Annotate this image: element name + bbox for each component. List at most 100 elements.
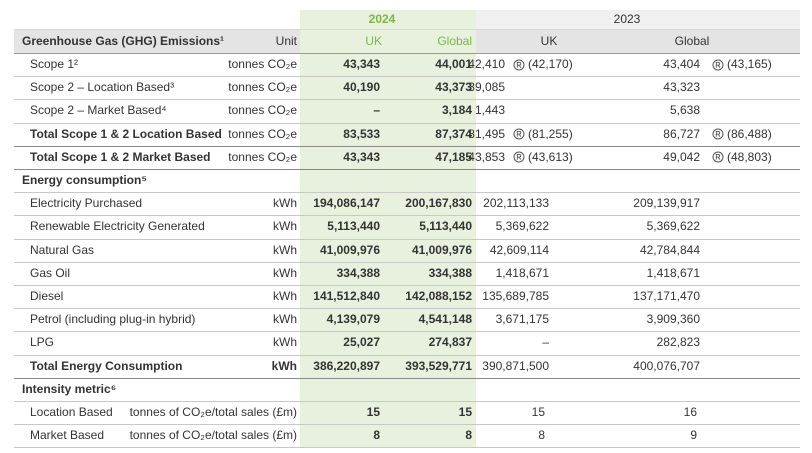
value: 3,671,175 (495, 312, 549, 327)
column-header: UK (365, 34, 382, 48)
row-line (14, 145, 800, 147)
value: 43,343 (343, 149, 380, 164)
value: 5,638 (669, 103, 700, 118)
value: 8 (538, 428, 545, 443)
row-line (14, 76, 800, 78)
value: 137,171,470 (633, 289, 700, 303)
row-label: Electricity Purchased (30, 196, 143, 211)
value: 41,009,976 (411, 242, 472, 257)
value: 40,190 (343, 80, 380, 95)
value: 1,443 (474, 103, 505, 118)
value: 274,837 (428, 335, 472, 350)
value: 15 (366, 405, 380, 419)
header-bg (14, 29, 300, 53)
value: 87,374 (435, 126, 472, 141)
row-line (14, 285, 800, 286)
value: 5,369,622 (495, 219, 549, 234)
value: 282,823 (656, 335, 700, 350)
value: 334,388 (336, 265, 380, 280)
column-header: Global (437, 34, 472, 48)
row-label: Diesel (30, 289, 64, 303)
row-label: Total Scope 1 & 2 Market Based (30, 149, 211, 164)
restated-icon (513, 59, 525, 71)
row-unit: tonnes CO₂e (228, 57, 297, 71)
row-unit: kWh (273, 196, 297, 211)
value: 1,418,671 (495, 265, 549, 280)
row-line (14, 331, 800, 333)
row-line (14, 238, 800, 240)
column-header: Unit (275, 34, 297, 48)
row-line (14, 377, 800, 379)
row-label: Petrol (including plug-in hybrid) (30, 312, 196, 327)
restated-icon (712, 59, 724, 71)
value: 43,343 (343, 57, 380, 71)
row-label: Scope 2 – Market Based⁴ (30, 103, 167, 118)
row-label: Location Based (30, 405, 113, 419)
value: 8 (373, 428, 380, 443)
section-title: Intensity metric⁶ (22, 381, 117, 396)
year-header: 2024 (368, 12, 396, 26)
value: 393,529,771 (405, 358, 472, 373)
row-line (14, 122, 800, 124)
value: 42,784,844 (639, 242, 700, 257)
row-label: Market Based (30, 428, 105, 443)
row-line (14, 354, 800, 356)
column-header: Global (674, 34, 710, 48)
restated-value: (48,803) (727, 149, 772, 164)
row-label: Scope 1² (30, 57, 79, 71)
restated-icon (712, 128, 724, 140)
row-unit: kWh (273, 335, 297, 350)
restated-value: (81,255) (528, 126, 573, 141)
value: 1,418,671 (646, 265, 700, 280)
value: 202,113,133 (483, 196, 549, 211)
row-line (14, 192, 800, 194)
row-unit: tonnes of CO₂e/total sales (£m) (129, 405, 297, 419)
restated-icon (712, 151, 724, 163)
row-unit: kWh (273, 242, 297, 257)
value: 9 (690, 428, 697, 443)
value: 83,533 (343, 126, 380, 141)
row-line (14, 53, 800, 54)
value: 8 (465, 428, 472, 443)
year-header: 2023 (613, 12, 641, 26)
green-column-bg (300, 10, 476, 447)
value: 44,001 (435, 57, 472, 71)
row-unit: tonnes of CO₂e/total sales (£m) (129, 428, 297, 443)
row-unit: kWh (271, 358, 297, 373)
value: 81,495 (468, 126, 505, 141)
value: 3,184 (441, 103, 472, 118)
row-unit: kWh (273, 219, 297, 234)
restated-value: (43,165) (727, 57, 772, 71)
row-line (14, 447, 800, 449)
restated-icon (513, 128, 525, 140)
value: 135,689,785 (482, 289, 549, 303)
value: 4,139,079 (326, 312, 380, 327)
value: 16 (683, 405, 697, 419)
value: 15 (458, 405, 472, 419)
value: 141,512,840 (313, 289, 380, 303)
value: 41,009,976 (319, 242, 380, 257)
header-bg-2023 (476, 10, 800, 29)
row-line (14, 215, 800, 217)
value: – (373, 103, 380, 118)
value: 39,085 (468, 80, 505, 95)
header-bg (476, 29, 800, 53)
value: 43,853 (468, 149, 505, 164)
row-label: Total Energy Consumption (30, 358, 183, 373)
value: 25,027 (343, 335, 380, 350)
value: 4,541,148 (418, 312, 472, 327)
row-line (14, 308, 800, 310)
value: 43,404 (663, 57, 700, 71)
value: 43,373 (435, 80, 472, 95)
value: 42,609,114 (489, 242, 549, 257)
value: 3,909,360 (646, 312, 700, 327)
column-header: UK (540, 34, 558, 48)
restated-value: (42,170) (528, 57, 573, 71)
value: 5,369,622 (646, 219, 700, 234)
value: 200,167,830 (405, 196, 472, 211)
value: 400,076,707 (633, 358, 700, 373)
row-unit: kWh (273, 289, 297, 303)
row-label: Scope 2 – Location Based³ (30, 80, 175, 95)
value: 5,113,440 (419, 219, 472, 234)
